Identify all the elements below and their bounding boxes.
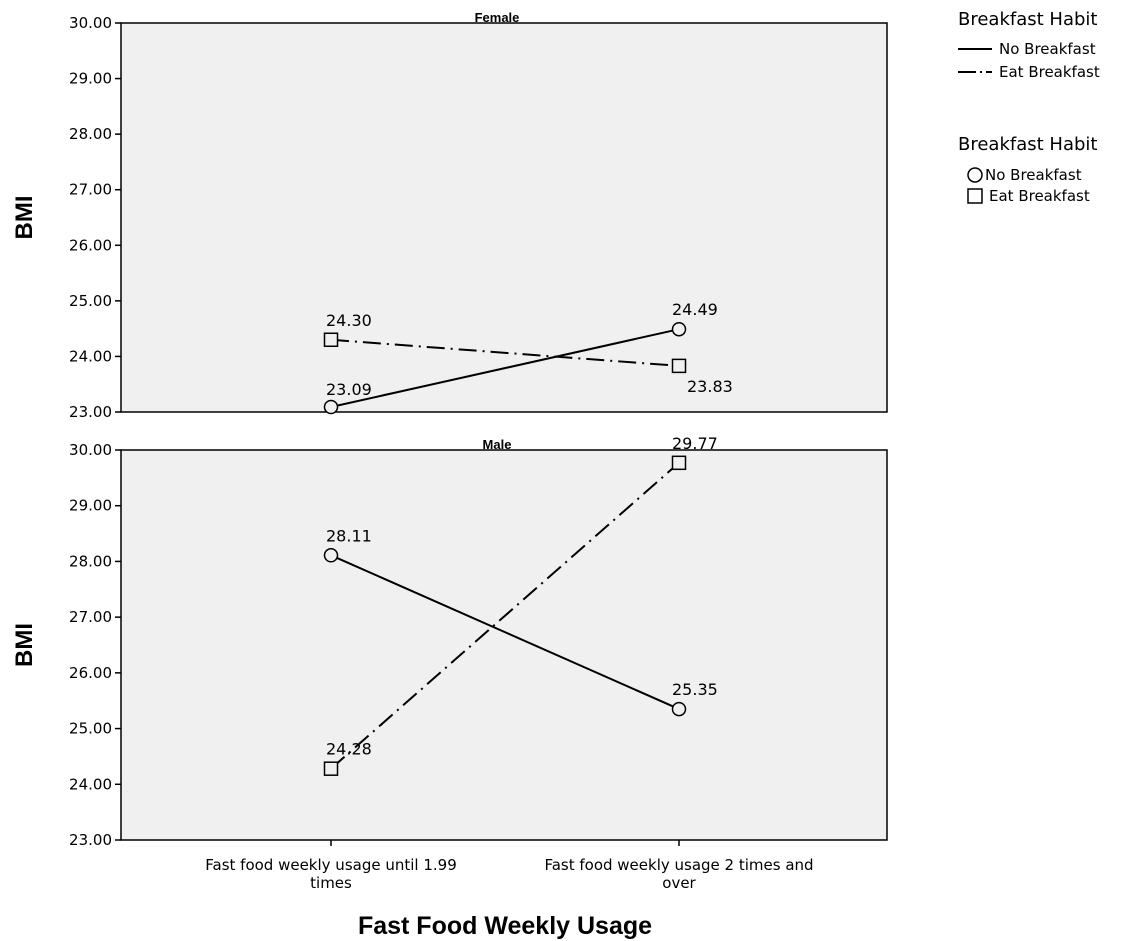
marker-legend-item-no-breakfast: No Breakfast (985, 166, 1082, 184)
y-tick-label: 27.00 (69, 608, 112, 626)
marker-legend: Breakfast Habit No Breakfast Eat Breakfa… (958, 134, 1097, 205)
data-point-circle (323, 548, 339, 563)
x-tick-label: over (662, 874, 696, 892)
marker-legend-item-eat-breakfast: Eat Breakfast (989, 187, 1090, 205)
panel-male: 23.00 24.00 25.00 26.00 27.00 28.00 29.00 30.00… (11, 434, 888, 892)
legend-square-marker (967, 188, 983, 204)
y-tick-label: 25.00 (69, 720, 112, 738)
data-label: 24.49 (672, 300, 718, 319)
y-tick-label: 23.00 (69, 831, 112, 849)
data-point-circle (323, 399, 339, 415)
series-line-eat-breakfast (330, 462, 680, 770)
data-label: 29.77 (672, 434, 718, 453)
y-tick-label: 27.00 (69, 181, 112, 199)
y-tick-label: 28.00 (69, 552, 112, 570)
data-point-square (323, 332, 339, 348)
data-point-circle (671, 701, 687, 717)
data-point-square (323, 761, 339, 776)
plot-area-female (120, 22, 888, 413)
data-point-circle (671, 321, 687, 337)
y-tick-label: 29.00 (69, 497, 112, 515)
y-axis-title: BMI (11, 623, 38, 667)
series-line-no-breakfast (330, 554, 680, 710)
x-tick-label: Fast food weekly usage 2 times and (544, 856, 813, 874)
data-label: 24.28 (326, 740, 372, 759)
y-tick-label: 25.00 (69, 292, 112, 310)
data-point-square (671, 358, 687, 374)
y-tick-label: 24.00 (69, 775, 112, 793)
line-legend-item-eat-breakfast: Eat Breakfast (999, 63, 1100, 81)
data-label: 24.30 (326, 311, 372, 330)
panel-title-female: Female (475, 10, 520, 25)
y-tick-label: 24.00 (69, 347, 112, 365)
y-tick-label: 26.00 (69, 236, 112, 254)
marker-legend-title: Breakfast Habit (958, 134, 1097, 155)
panel-female: 23.00 24.00 25.00 26.00 27.00 28.00 29.00 30.00… (11, 10, 888, 421)
data-label: 28.11 (326, 526, 372, 545)
y-tick-label: 30.00 (69, 441, 112, 459)
y-tick-label: 29.00 (69, 70, 112, 88)
data-label: 25.35 (672, 680, 718, 699)
x-tick-label: times (310, 874, 352, 892)
y-tick-label: 26.00 (69, 664, 112, 682)
data-point-square (671, 455, 687, 471)
y-tick-label: 23.00 (69, 403, 112, 421)
x-axis-title: Fast Food Weekly Usage (358, 912, 652, 940)
series-line-no-breakfast (330, 328, 680, 408)
plot-area-male (120, 449, 888, 841)
y-axis-title: BMI (11, 196, 38, 240)
line-legend-item-no-breakfast: No Breakfast (999, 40, 1096, 58)
panel-title-male: Male (483, 437, 512, 452)
y-tick-label: 28.00 (69, 125, 112, 143)
series-line-eat-breakfast (330, 338, 680, 367)
data-label: 23.09 (326, 380, 372, 399)
legend-circle-marker (967, 167, 983, 183)
line-legend-title: Breakfast Habit (958, 9, 1097, 30)
data-label: 23.83 (687, 377, 733, 396)
line-legend: Breakfast Habit No Breakfast Eat Breakfa… (958, 9, 1100, 81)
x-tick-label: Fast food weekly usage until 1.99 (205, 856, 456, 874)
y-tick-label: 30.00 (69, 14, 112, 32)
